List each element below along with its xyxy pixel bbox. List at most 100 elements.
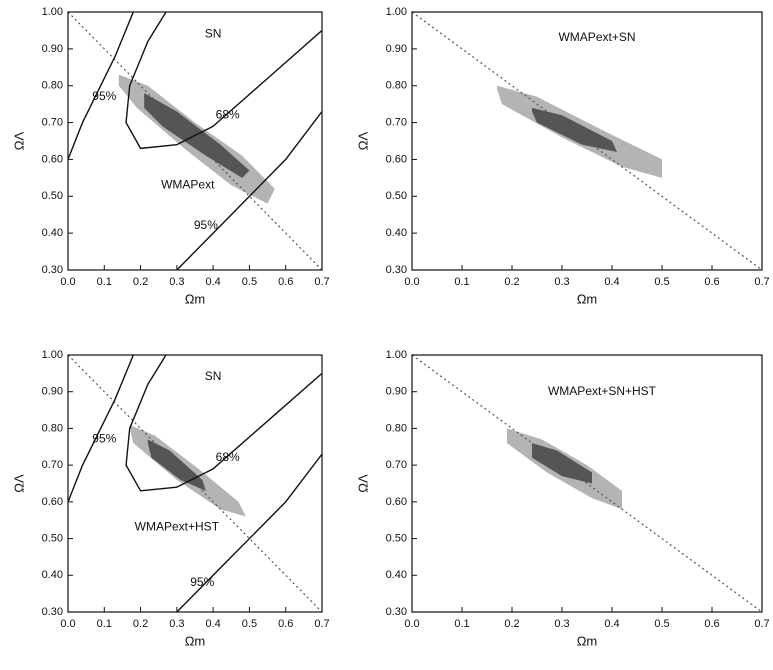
y-tick-label: 1.00 xyxy=(386,6,407,18)
plot-frame xyxy=(411,354,763,613)
y-tick-label: 0.30 xyxy=(386,264,407,276)
y-tick-label: 0.90 xyxy=(42,386,63,398)
x-axis-label: Ωm xyxy=(577,633,598,648)
x-tick-label: 0.1 xyxy=(97,276,112,288)
y-tick-label: 1.00 xyxy=(42,349,63,361)
plot-frame xyxy=(411,11,763,271)
annotation: WMAPext+SN xyxy=(558,30,635,44)
plot-frame xyxy=(67,354,323,613)
annotation: 95% xyxy=(92,432,116,446)
contour-line xyxy=(68,355,134,503)
x-tick-label: 0.2 xyxy=(504,276,519,288)
y-tick-label: 0.40 xyxy=(386,227,407,239)
annotation: 95% xyxy=(190,575,214,589)
annotation: 68% xyxy=(216,450,240,464)
x-tick-label: 0.5 xyxy=(654,276,669,288)
x-tick-label: 0.0 xyxy=(404,618,419,630)
y-tick-label: 0.40 xyxy=(42,227,63,239)
x-tick-label: 0.3 xyxy=(169,276,184,288)
y-axis-label: ΩΛ xyxy=(355,131,370,150)
y-tick-label: 0.70 xyxy=(386,116,407,128)
x-tick-label: 0.3 xyxy=(169,618,184,630)
annotation: SN xyxy=(205,26,222,40)
x-tick-label: 0.4 xyxy=(604,276,619,288)
x-tick-label: 0.6 xyxy=(278,276,293,288)
x-tick-label: 0.0 xyxy=(60,276,75,288)
y-tick-label: 1.00 xyxy=(42,6,63,18)
y-axis-label: ΩΛ xyxy=(355,474,370,493)
x-tick-label: 0.5 xyxy=(242,618,257,630)
x-axis-label: Ωm xyxy=(577,291,598,306)
x-axis-label: Ωm xyxy=(185,633,206,648)
x-tick-label: 0.3 xyxy=(554,276,569,288)
y-tick-label: 0.90 xyxy=(386,43,407,55)
confidence-region xyxy=(532,443,592,484)
x-tick-label: 0.6 xyxy=(704,276,719,288)
x-tick-label: 0.7 xyxy=(754,618,769,630)
x-tick-label: 0.2 xyxy=(133,276,148,288)
y-tick-label: 0.60 xyxy=(42,496,63,508)
x-tick-label: 0.4 xyxy=(604,618,619,630)
x-tick-label: 0.0 xyxy=(60,618,75,630)
x-tick-label: 0.2 xyxy=(133,618,148,630)
y-tick-label: 0.40 xyxy=(386,569,407,581)
y-tick-label: 0.50 xyxy=(42,190,63,202)
annotation: WMAPext+HST xyxy=(135,520,220,534)
x-tick-label: 0.6 xyxy=(704,618,719,630)
y-axis-label: ΩΛ xyxy=(11,474,26,493)
y-tick-label: 0.80 xyxy=(386,80,407,92)
confidence-region xyxy=(147,439,206,491)
y-tick-label: 0.70 xyxy=(42,459,63,471)
y-tick-label: 1.00 xyxy=(386,349,407,361)
contour-line xyxy=(176,453,322,612)
confidence-region xyxy=(532,107,617,153)
x-tick-label: 0.6 xyxy=(278,618,293,630)
flat-universe-line xyxy=(412,355,762,612)
y-tick-label: 0.30 xyxy=(42,264,63,276)
flat-universe-line xyxy=(68,12,322,270)
x-tick-label: 0.3 xyxy=(554,618,569,630)
y-tick-label: 0.30 xyxy=(386,606,407,618)
x-tick-label: 0.7 xyxy=(314,276,329,288)
y-tick-label: 0.60 xyxy=(386,496,407,508)
x-tick-label: 0.4 xyxy=(205,276,220,288)
annotation: 68% xyxy=(216,107,240,121)
annotation: 95% xyxy=(194,218,218,232)
y-tick-label: 0.30 xyxy=(42,606,63,618)
y-tick-label: 0.50 xyxy=(42,532,63,544)
contour-line xyxy=(125,355,322,492)
contour-line xyxy=(125,12,322,150)
x-tick-label: 0.2 xyxy=(504,618,519,630)
x-tick-label: 0.1 xyxy=(454,276,469,288)
annotation: WMAPext+SN+HST xyxy=(548,384,657,398)
annotation: WMAPext xyxy=(161,177,215,191)
y-tick-label: 0.80 xyxy=(42,422,63,434)
x-tick-label: 0.1 xyxy=(97,618,112,630)
confidence-region xyxy=(144,93,250,178)
annotation: 95% xyxy=(92,89,116,103)
y-tick-label: 0.70 xyxy=(42,116,63,128)
y-tick-label: 0.50 xyxy=(386,532,407,544)
y-tick-label: 0.80 xyxy=(386,422,407,434)
x-tick-label: 0.1 xyxy=(454,618,469,630)
flat-universe-line xyxy=(68,355,322,612)
y-tick-label: 0.90 xyxy=(386,386,407,398)
x-tick-label: 0.7 xyxy=(754,276,769,288)
y-axis-label: ΩΛ xyxy=(11,131,26,150)
contour-line xyxy=(176,111,322,270)
y-tick-label: 0.70 xyxy=(386,459,407,471)
y-tick-label: 0.80 xyxy=(42,80,63,92)
y-tick-label: 0.60 xyxy=(42,153,63,165)
x-axis-label: Ωm xyxy=(185,291,206,306)
x-tick-label: 0.7 xyxy=(314,618,329,630)
x-tick-label: 0.0 xyxy=(404,276,419,288)
y-tick-label: 0.40 xyxy=(42,569,63,581)
contour-line xyxy=(68,12,134,160)
y-tick-label: 0.60 xyxy=(386,153,407,165)
y-tick-label: 0.90 xyxy=(42,43,63,55)
annotation: SN xyxy=(205,369,222,383)
x-tick-label: 0.5 xyxy=(654,618,669,630)
plot-frame xyxy=(67,11,323,271)
x-tick-label: 0.5 xyxy=(242,276,257,288)
